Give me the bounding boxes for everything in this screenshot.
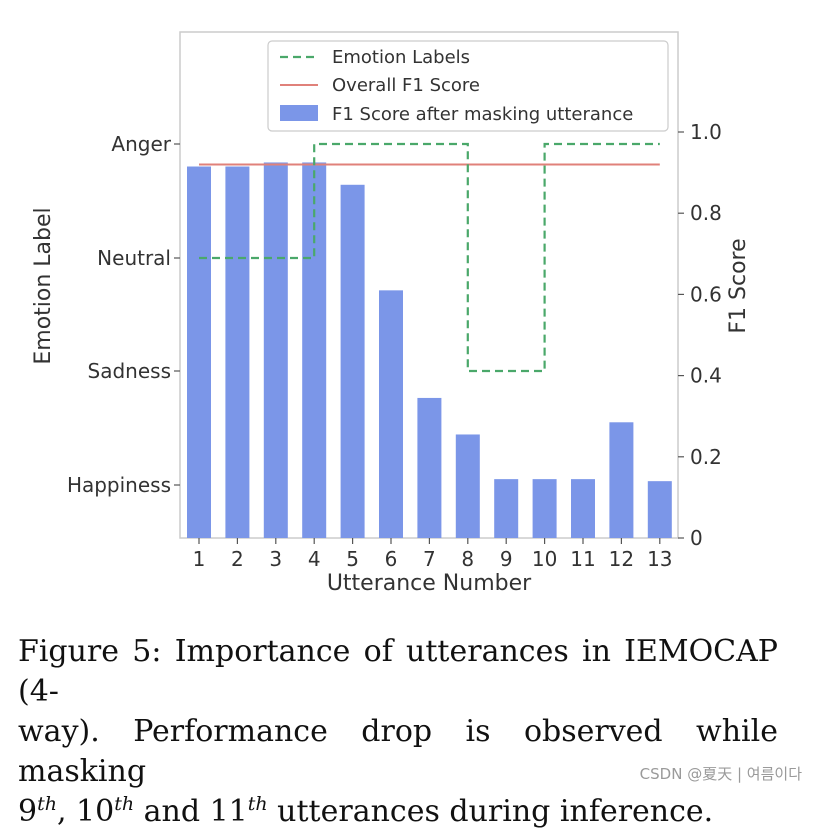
caption-tail: utterances during inference.	[267, 794, 714, 829]
caption-line-1: Figure 5: Importance of utterances in IE…	[18, 634, 778, 709]
caption-sup-9: th	[37, 793, 57, 815]
x-tick-label: 9	[500, 547, 513, 571]
bar-utterance-2	[225, 166, 250, 538]
x-tick-label: 6	[385, 547, 398, 571]
left-tick-label: Anger	[111, 132, 171, 156]
left-axis: Anger Neutral Sadness Happiness	[67, 132, 180, 497]
bar-utterance-7	[417, 397, 442, 538]
right-tick-label: 0.6	[690, 282, 722, 306]
x-tick-label: 4	[308, 547, 321, 571]
caption-line-3: 9th, 10th and 11th utterances during inf…	[18, 792, 778, 832]
right-axis-title: F1 Score	[726, 238, 751, 333]
right-tick-label: 0.8	[690, 201, 722, 225]
caption-line-2: way). Performance drop is observed while…	[18, 714, 778, 789]
x-tick-label: 13	[647, 547, 672, 571]
bar-utterance-8	[455, 434, 480, 538]
legend-bar-swatch	[280, 105, 318, 121]
legend-emotion-label: Emotion Labels	[332, 47, 470, 68]
bar-utterance-5	[340, 184, 365, 538]
legend-box	[267, 40, 669, 132]
right-tick-label: 0	[690, 526, 703, 550]
x-axis: 1 2 3 4 5 6 7 8 9 10 11 12 13	[193, 538, 673, 571]
x-tick-label: 2	[231, 547, 244, 571]
bar-utterance-12	[609, 422, 634, 538]
left-axis-title: Emotion Label	[31, 207, 56, 364]
left-tick-label: Happiness	[67, 473, 171, 497]
x-tick-label: 1	[193, 547, 206, 571]
caption-num-10: , 10	[56, 794, 115, 829]
right-tick-label: 0.4	[690, 364, 722, 388]
bar-utterance-4	[302, 162, 327, 538]
bar-utterance-9	[494, 479, 519, 538]
bar-utterance-6	[379, 290, 403, 538]
x-tick-label: 7	[423, 547, 436, 571]
x-tick-label: 12	[609, 547, 634, 571]
legend-overall-label: Overall F1 Score	[332, 75, 480, 96]
bar-utterance-13	[647, 481, 672, 538]
right-tick-label: 0.2	[690, 445, 722, 469]
bar-utterance-3	[263, 162, 288, 538]
x-tick-label: 8	[461, 547, 474, 571]
chart: 1 2 3 4 5 6 7 8 9 10 11 12 13 AngerNeutralSadnessHap…	[31, 31, 751, 596]
caption-num-11: and 11	[134, 794, 248, 829]
caption-sup-10: th	[114, 793, 135, 815]
right-tick-label: 1.0	[690, 120, 722, 144]
bar-utterance-10	[532, 479, 557, 538]
right-axis: 0 0.2 0.4 0.6 0.8 1.0	[678, 120, 722, 550]
left-tick-label: Neutral	[97, 246, 171, 270]
left-tick-label: Sadness	[88, 359, 171, 383]
emotion-label-step-line	[199, 142, 660, 373]
watermark: CSDN @夏天 | 여름이다	[639, 765, 802, 783]
caption-sup-11: th	[247, 793, 268, 815]
legend-bar-label: F1 Score after masking utterance	[332, 104, 633, 125]
caption-num-9: 9	[18, 794, 38, 829]
legend: Emotion Labels Overall F1 Score F1 Score…	[267, 40, 669, 132]
emotion-step-group	[199, 142, 660, 373]
bars-group	[187, 162, 672, 538]
x-tick-label: 11	[570, 547, 595, 571]
x-tick-label: 3	[269, 547, 282, 571]
x-axis-title: Utterance Number	[327, 571, 532, 596]
x-tick-label: 10	[532, 547, 557, 571]
figure-caption: Figure 5: Importance of utterances in IE…	[18, 632, 778, 832]
x-tick-label: 5	[346, 547, 359, 571]
bar-utterance-11	[571, 479, 595, 538]
bar-utterance-1	[187, 166, 211, 538]
